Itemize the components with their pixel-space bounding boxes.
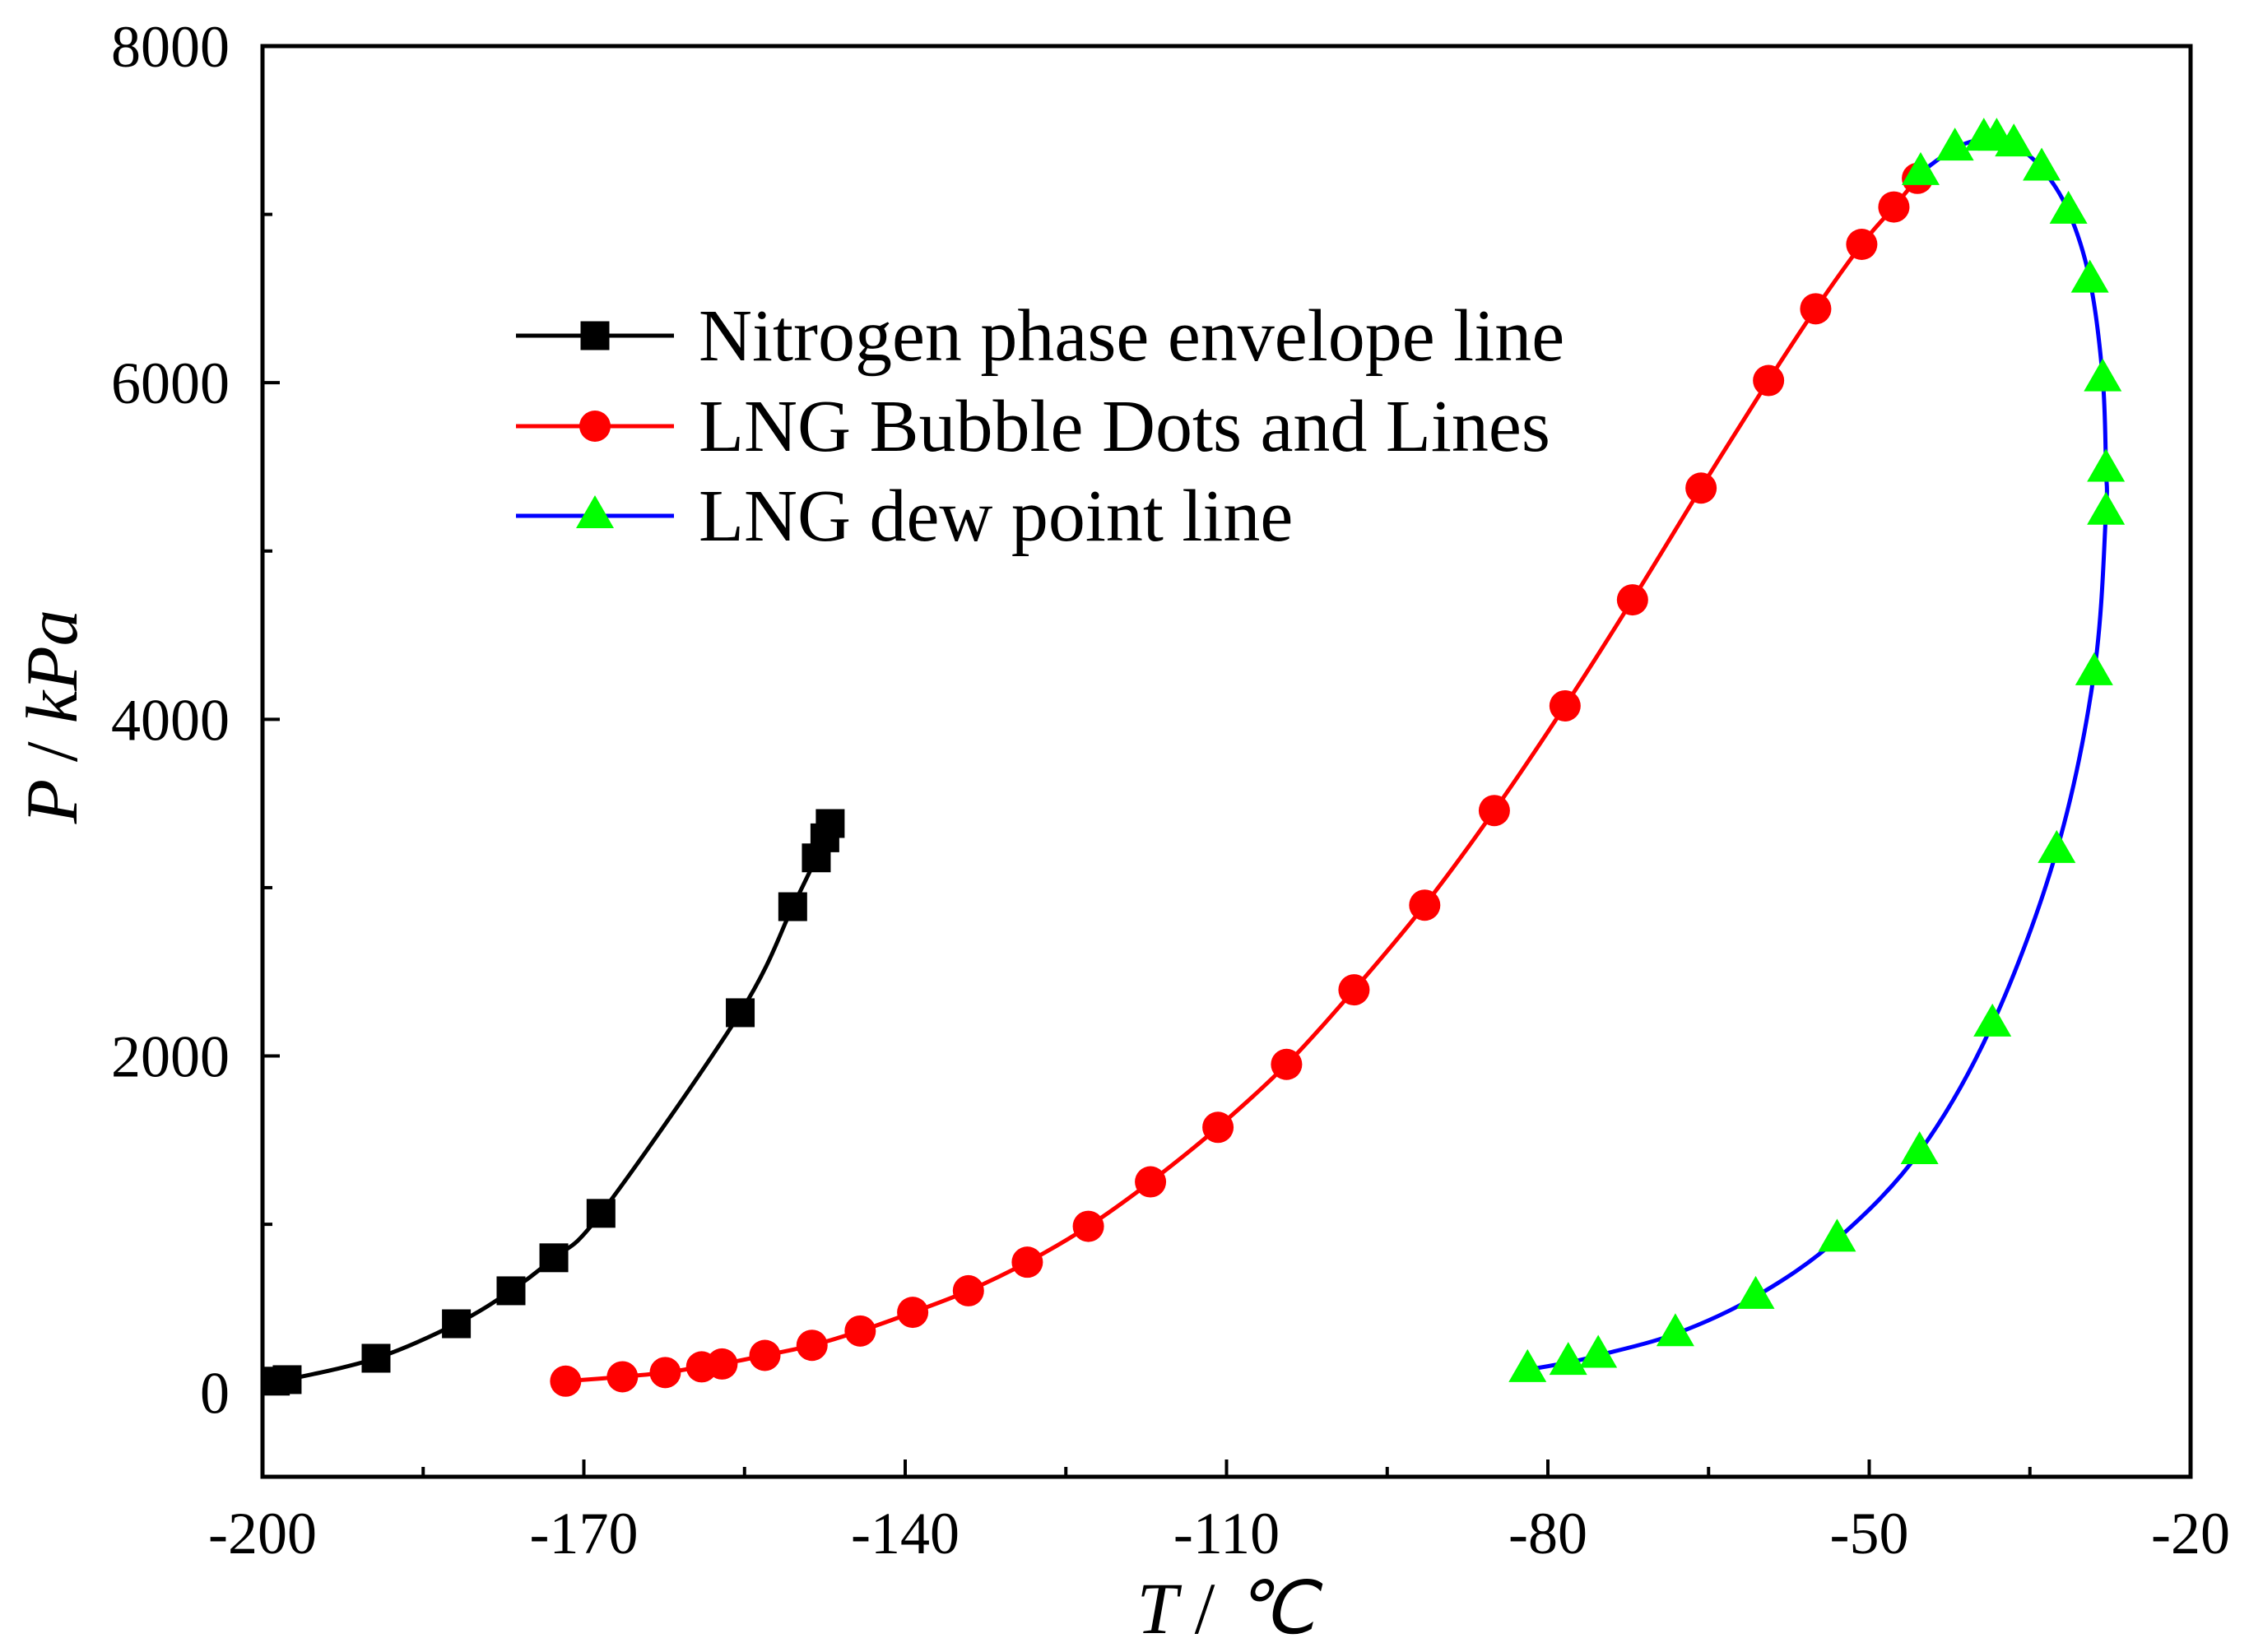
data-series	[261, 118, 2126, 1397]
triangle-data-point	[1964, 118, 2003, 151]
y-axis-label: P / kPa	[12, 610, 93, 824]
triangle-data-point	[1935, 128, 1974, 161]
legend-label-dew: LNG dew point line	[699, 476, 1293, 557]
y-tick-label: 0	[200, 1361, 230, 1427]
plot-frame	[260, 44, 2193, 1479]
square-data-point	[586, 1199, 616, 1228]
triangle-data-point	[2075, 652, 2113, 685]
triangle-data-point	[1508, 1348, 1547, 1382]
square-data-point	[442, 1309, 472, 1339]
triangle-data-point	[2070, 259, 2109, 293]
circle-data-point	[1135, 1166, 1167, 1198]
circle-data-point	[1409, 889, 1441, 921]
triangle-data-point	[2038, 829, 2076, 863]
triangle-data-point	[1901, 151, 1940, 185]
xlabel-slash: /	[1195, 1569, 1215, 1650]
circle-data-point	[796, 1329, 828, 1362]
circle-data-point	[1338, 974, 1370, 1006]
triangle-data-point	[2087, 491, 2126, 525]
circle-data-point	[706, 1348, 738, 1380]
square-data-point	[496, 1276, 526, 1306]
axis-tick-labels: -200 -170 -140 -110 -80 -50 -20020004000600080…	[111, 14, 2230, 1566]
x-tick-label: -50	[1830, 1501, 1909, 1566]
legend-circle-marker	[579, 411, 611, 442]
circle-data-point	[1846, 229, 1878, 261]
circle-data-point	[1800, 293, 1832, 325]
triangle-data-point	[1736, 1275, 1775, 1309]
series-0-square	[261, 809, 845, 1396]
xlabel-unit: ℃	[1215, 1569, 1322, 1650]
triangle-data-point	[1656, 1313, 1694, 1347]
legend-label-nitrogen: Nitrogen phase envelope line	[699, 295, 1564, 377]
legend-label-bubble: LNG Bubble Dots and Lines	[699, 386, 1550, 467]
triangle-data-point	[2023, 147, 2061, 181]
circle-data-point	[649, 1357, 681, 1389]
xlabel-symbol: T	[1136, 1569, 1194, 1650]
y-tick-label: 2000	[111, 1024, 230, 1090]
circle-data-point	[749, 1339, 781, 1371]
legend-item-nitrogen: Nitrogen phase envelope line	[516, 295, 1564, 377]
circle-data-point	[897, 1297, 929, 1329]
ylabel-slash: /	[12, 741, 93, 762]
circle-data-point	[1685, 472, 1717, 504]
circle-data-point	[550, 1365, 582, 1397]
circle-data-point	[1753, 364, 1785, 397]
y-tick-label: 6000	[111, 350, 230, 416]
triangle-data-point	[1818, 1218, 1856, 1252]
triangle-data-point	[1900, 1130, 1939, 1164]
y-tick-label: 4000	[111, 687, 230, 753]
x-tick-label: -200	[208, 1501, 317, 1566]
legend-item-bubble: LNG Bubble Dots and Lines	[516, 386, 1550, 467]
circle-data-point	[952, 1274, 984, 1306]
x-tick-label: -110	[1173, 1501, 1280, 1566]
x-axis-label: T / ℃	[1136, 1569, 1322, 1650]
triangle-data-point	[2084, 358, 2122, 392]
legend-item-dew: LNG dew point line	[516, 476, 1293, 557]
series-2-triangle	[1508, 118, 2126, 1382]
y-tick-label: 8000	[111, 14, 230, 80]
square-data-point	[815, 809, 845, 838]
square-data-point	[272, 1365, 302, 1394]
circle-data-point	[1549, 689, 1581, 722]
triangle-data-point	[2087, 448, 2126, 482]
ylabel-unit: kPa	[12, 610, 93, 742]
circle-data-point	[606, 1361, 639, 1393]
square-data-point	[361, 1343, 391, 1373]
x-tick-label: -80	[1508, 1501, 1587, 1566]
circle-data-point	[1072, 1210, 1104, 1242]
x-tick-label: -170	[530, 1501, 639, 1566]
circle-data-point	[1478, 795, 1510, 827]
circle-data-point	[1011, 1246, 1043, 1278]
square-data-point	[539, 1243, 569, 1273]
x-tick-label: -20	[2151, 1501, 2230, 1566]
triangle-data-point	[1579, 1334, 1618, 1368]
legend-square-marker	[580, 321, 610, 350]
circle-data-point	[1202, 1111, 1234, 1144]
circle-data-point	[1271, 1048, 1303, 1080]
legend: Nitrogen phase envelope line LNG Bubble …	[516, 295, 1564, 557]
circle-data-point	[844, 1315, 876, 1347]
circle-data-point	[1878, 191, 1910, 223]
triangle-data-point	[2049, 190, 2088, 224]
square-data-point	[726, 998, 755, 1028]
ylabel-symbol: P	[12, 762, 93, 824]
x-tick-label: -140	[851, 1501, 960, 1566]
legend-triangle-marker	[576, 495, 614, 528]
triangle-data-point	[1973, 1003, 2012, 1037]
circle-data-point	[1616, 584, 1648, 616]
triangle-data-point	[1549, 1342, 1587, 1376]
square-data-point	[778, 892, 807, 921]
